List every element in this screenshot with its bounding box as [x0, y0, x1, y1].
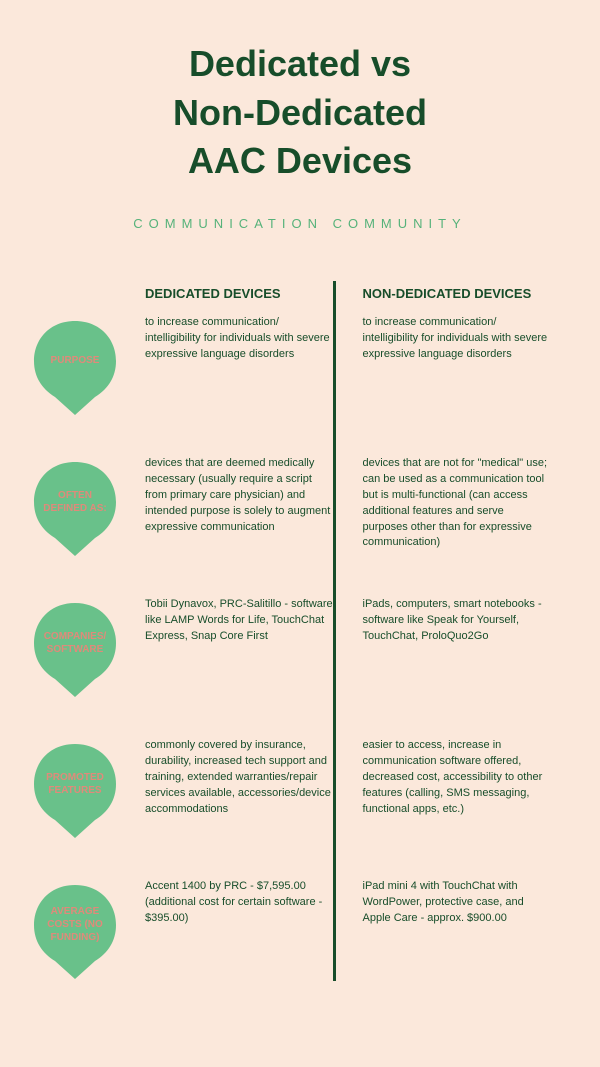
table-row: PURPOSE to increase communication/ intell…: [30, 311, 570, 417]
col-head-non-dedicated: NON-DEDICATED DEVICES: [353, 286, 571, 301]
cell-non-dedicated: to increase communication/ intelligibili…: [353, 311, 571, 367]
row-label: COMPANIES/ SOFTWARE: [30, 630, 120, 656]
table-row: COMPANIES/ SOFTWARE Tobii Dynavox, PRC-Sa…: [30, 593, 570, 699]
cell-dedicated: devices that are deemed medically necess…: [135, 452, 353, 540]
row-label: PROMOTED FEATURES: [30, 771, 120, 797]
drop-icon: AVERAGE COSTS (NO FUNDING): [30, 881, 120, 981]
row-label: OFTEN DEFINED AS:: [30, 489, 120, 515]
cell-non-dedicated: iPads, computers, smart notebooks - soft…: [353, 593, 571, 649]
drop-icon: PROMOTED FEATURES: [30, 740, 120, 840]
cell-non-dedicated: iPad mini 4 with TouchChat with WordPowe…: [353, 875, 571, 931]
row-label: PURPOSE: [45, 354, 106, 367]
header-spacer: [30, 286, 135, 301]
table-row: OFTEN DEFINED AS: devices that are deemed…: [30, 452, 570, 558]
cell-dedicated: Accent 1400 by PRC - $7,595.00 (addition…: [135, 875, 353, 931]
cell-non-dedicated: easier to access, increase in communicat…: [353, 734, 571, 822]
infographic-page: Dedicated vsNon-DedicatedAAC Devices COM…: [0, 0, 600, 1056]
column-headers: DEDICATED DEVICES NON-DEDICATED DEVICES: [30, 286, 570, 301]
drop-icon: OFTEN DEFINED AS:: [30, 458, 120, 558]
comparison-rows: PURPOSE to increase communication/ intell…: [30, 311, 570, 981]
row-label: AVERAGE COSTS (NO FUNDING): [30, 905, 120, 944]
cell-non-dedicated: devices that are not for "medical" use; …: [353, 452, 571, 556]
cell-dedicated: to increase communication/ intelligibili…: [135, 311, 353, 367]
cell-dedicated: commonly covered by insurance, durabilit…: [135, 734, 353, 822]
drop-icon: COMPANIES/ SOFTWARE: [30, 599, 120, 699]
col-head-dedicated: DEDICATED DEVICES: [135, 286, 353, 301]
page-title: Dedicated vsNon-DedicatedAAC Devices: [30, 40, 570, 186]
table-row: PROMOTED FEATURES commonly covered by ins…: [30, 734, 570, 840]
drop-icon: PURPOSE: [30, 317, 120, 417]
table-row: AVERAGE COSTS (NO FUNDING) Accent 1400 by…: [30, 875, 570, 981]
cell-dedicated: Tobii Dynavox, PRC-Salitillo - software …: [135, 593, 353, 649]
vertical-divider: [333, 281, 336, 981]
subtitle: COMMUNICATION COMMUNITY: [30, 216, 570, 231]
